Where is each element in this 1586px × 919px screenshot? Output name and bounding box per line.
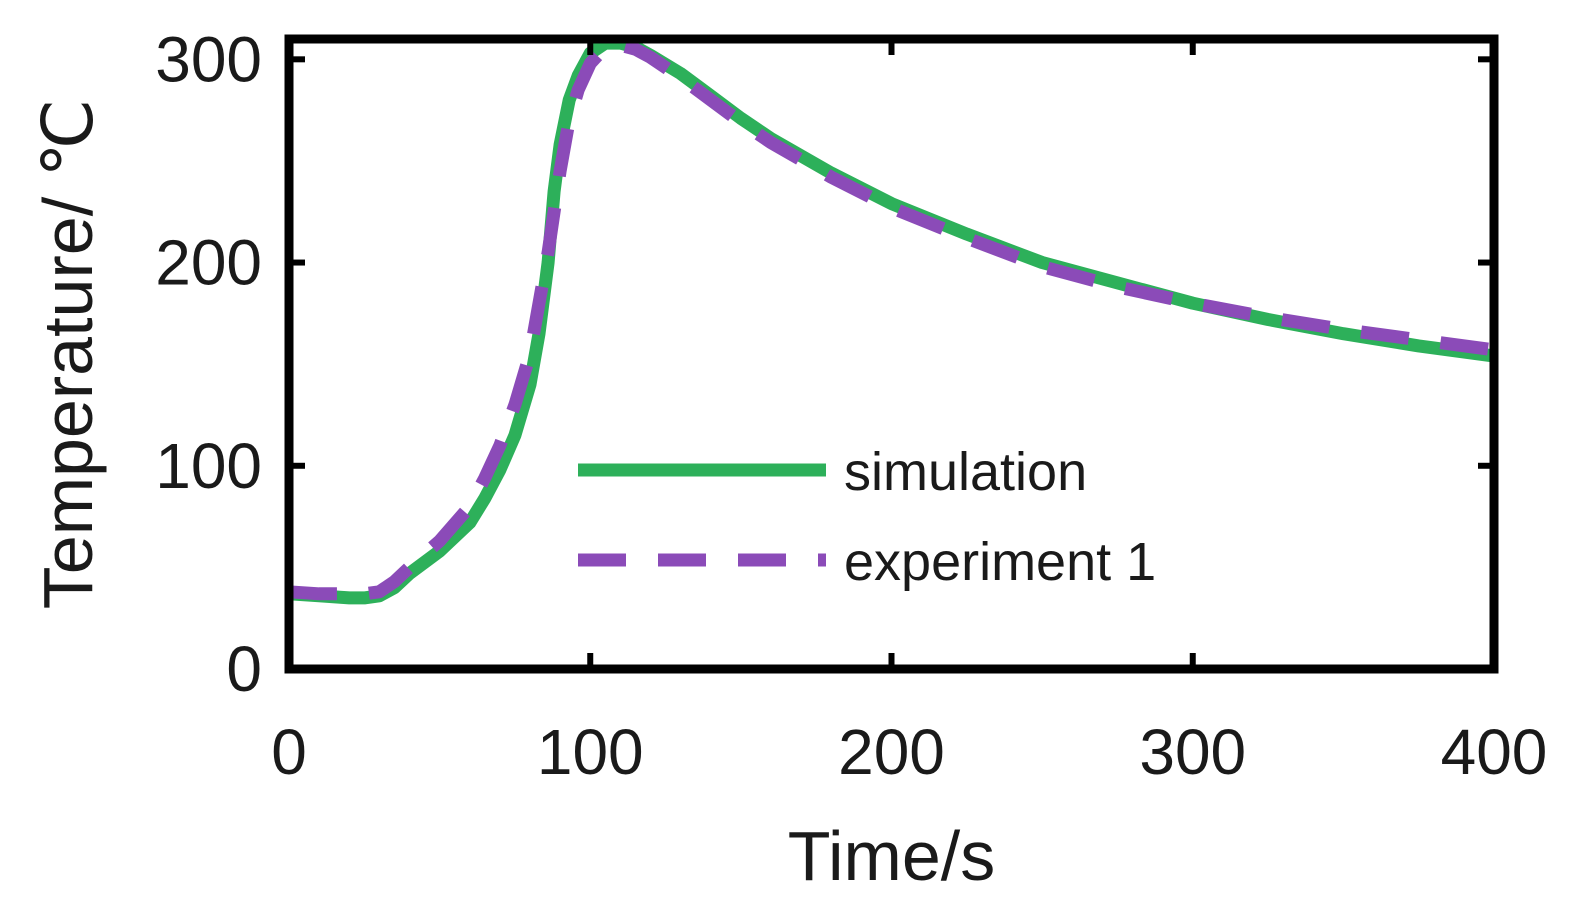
x-axis-title: Time/s bbox=[788, 817, 995, 895]
x-tick-label: 300 bbox=[1139, 716, 1246, 788]
legend-label-simulation: simulation bbox=[844, 442, 1087, 502]
y-axis-title: Temperature/ ℃ bbox=[29, 99, 107, 609]
x-tick-label: 400 bbox=[1441, 716, 1548, 788]
axis-ticks bbox=[286, 39, 1497, 672]
y-tick-label: 300 bbox=[155, 23, 262, 95]
legend-label-experiment-1: experiment 1 bbox=[844, 532, 1156, 592]
legend: simulation experiment 1 bbox=[578, 442, 1156, 592]
x-tick-label: 0 bbox=[271, 716, 307, 788]
y-tick-label: 200 bbox=[155, 227, 262, 299]
series-line-experiment-1 bbox=[288, 38, 1495, 601]
x-tick-label: 200 bbox=[838, 716, 945, 788]
y-tick-label: 100 bbox=[155, 430, 262, 502]
y-tick-label: 0 bbox=[226, 633, 262, 705]
plot-lines bbox=[288, 36, 1495, 605]
axis-tick-labels: 0 100 200 300 400 0 100 200 300 bbox=[155, 23, 1547, 788]
x-tick-label: 100 bbox=[537, 716, 644, 788]
